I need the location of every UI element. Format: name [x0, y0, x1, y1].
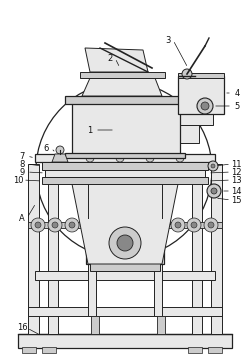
- Text: 14: 14: [231, 187, 241, 195]
- Circle shape: [201, 102, 209, 110]
- Text: 10: 10: [13, 175, 23, 184]
- Bar: [80, 218, 170, 224]
- Circle shape: [208, 222, 214, 228]
- Text: 7: 7: [19, 151, 25, 160]
- Bar: [28, 307, 222, 316]
- Bar: [188, 347, 202, 353]
- Circle shape: [171, 218, 185, 232]
- Text: 15: 15: [231, 195, 241, 204]
- Bar: [154, 264, 162, 316]
- Bar: [175, 96, 180, 110]
- Bar: [18, 334, 232, 348]
- Bar: [175, 125, 199, 143]
- Text: 2: 2: [108, 53, 113, 63]
- Circle shape: [35, 222, 41, 228]
- Polygon shape: [52, 154, 68, 162]
- Circle shape: [146, 154, 154, 162]
- Bar: [91, 316, 99, 334]
- Circle shape: [109, 227, 141, 259]
- Circle shape: [86, 154, 94, 162]
- Circle shape: [197, 98, 213, 114]
- Bar: [22, 347, 36, 353]
- Bar: [178, 113, 213, 125]
- Bar: [48, 182, 58, 334]
- Bar: [42, 162, 208, 170]
- Circle shape: [52, 222, 58, 228]
- Bar: [192, 182, 202, 334]
- Bar: [178, 76, 224, 114]
- Text: A: A: [19, 213, 25, 223]
- Text: 6: 6: [43, 144, 49, 153]
- Bar: [65, 96, 185, 104]
- Circle shape: [204, 218, 218, 232]
- Bar: [28, 164, 39, 334]
- Bar: [35, 271, 215, 280]
- Circle shape: [117, 235, 133, 251]
- Polygon shape: [72, 184, 178, 264]
- Circle shape: [211, 164, 215, 168]
- Bar: [80, 72, 165, 78]
- Bar: [211, 164, 222, 334]
- Text: 13: 13: [231, 175, 241, 184]
- Circle shape: [175, 222, 181, 228]
- Circle shape: [207, 184, 221, 198]
- Polygon shape: [82, 78, 162, 96]
- Bar: [178, 73, 224, 78]
- Circle shape: [182, 69, 192, 79]
- Bar: [88, 264, 96, 316]
- Circle shape: [56, 154, 64, 162]
- Text: 12: 12: [231, 168, 241, 176]
- Circle shape: [65, 218, 79, 232]
- Text: 1: 1: [88, 126, 93, 135]
- Circle shape: [208, 161, 218, 171]
- Bar: [86, 222, 164, 264]
- Circle shape: [56, 146, 64, 154]
- Circle shape: [31, 218, 45, 232]
- Bar: [65, 153, 185, 158]
- Circle shape: [187, 218, 201, 232]
- Bar: [208, 347, 222, 353]
- Text: 8: 8: [19, 160, 25, 169]
- Bar: [157, 222, 222, 228]
- Text: 3: 3: [165, 35, 171, 44]
- Text: 16: 16: [17, 324, 27, 333]
- Text: 9: 9: [20, 168, 25, 176]
- Circle shape: [48, 218, 62, 232]
- Circle shape: [69, 222, 75, 228]
- Circle shape: [116, 154, 124, 162]
- Text: 5: 5: [234, 102, 240, 111]
- Bar: [35, 154, 215, 162]
- Bar: [42, 347, 56, 353]
- Bar: [28, 222, 93, 228]
- Circle shape: [191, 222, 197, 228]
- Text: 11: 11: [231, 160, 241, 169]
- Bar: [45, 170, 205, 177]
- Circle shape: [176, 154, 184, 162]
- Bar: [42, 177, 208, 184]
- Text: 4: 4: [234, 88, 240, 97]
- Bar: [90, 263, 160, 271]
- Circle shape: [211, 188, 217, 194]
- Polygon shape: [85, 48, 148, 72]
- Bar: [157, 316, 165, 334]
- Bar: [72, 102, 180, 154]
